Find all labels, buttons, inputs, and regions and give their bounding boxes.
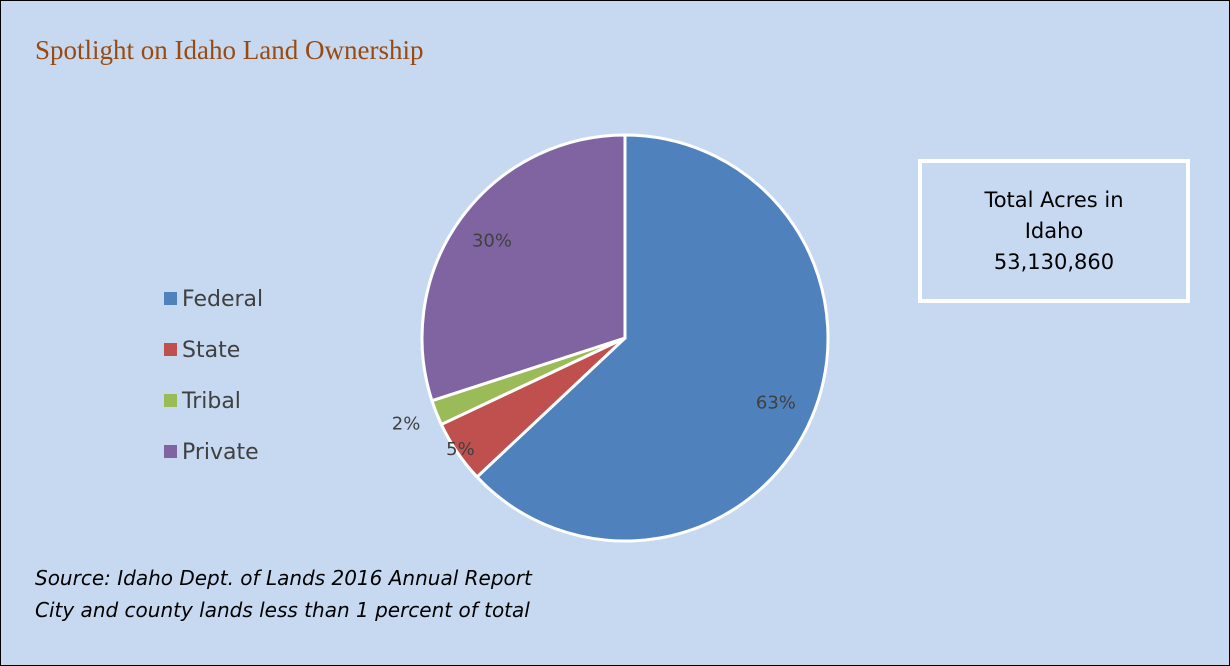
legend-label: Tribal xyxy=(181,389,241,414)
legend-label: State xyxy=(182,338,240,363)
data-label: 30% xyxy=(472,230,512,251)
pie-slice xyxy=(420,133,627,403)
total-box: Total Acres in Idaho 53,130,860 xyxy=(918,159,1190,303)
legend-label: Federal xyxy=(182,287,263,312)
data-label: 63% xyxy=(756,392,796,413)
source-note: Source: Idaho Dept. of Lands 2016 Annual… xyxy=(35,566,532,590)
data-label: 2% xyxy=(392,414,421,435)
legend-swatch xyxy=(164,292,177,305)
legend-swatch xyxy=(164,394,177,407)
data-label: 5% xyxy=(446,439,475,460)
legend-swatch xyxy=(164,343,177,356)
source-note: City and county lands less than 1 percen… xyxy=(35,598,530,622)
legend-swatch xyxy=(164,445,177,458)
pie-slice xyxy=(474,133,830,543)
total-value: 53,130,860 xyxy=(993,249,1115,274)
chart-title: Spotlight on Idaho Land Ownership xyxy=(35,35,424,65)
legend-label: Private xyxy=(182,440,259,465)
total-label: Total Acres in Idaho xyxy=(984,187,1124,243)
